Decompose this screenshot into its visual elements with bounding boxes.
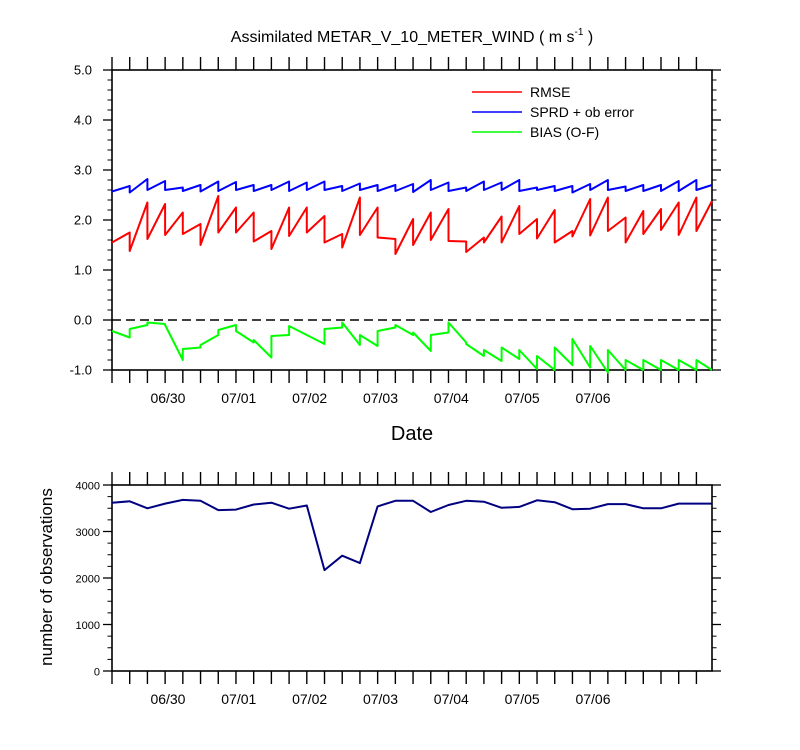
y-tick-label: 4.0	[74, 113, 92, 128]
y-tick-label: 1000	[76, 620, 100, 632]
x-tick-label: 07/05	[505, 691, 540, 707]
x-tick-label: 07/03	[363, 691, 398, 707]
top-chart-xlabel: Date	[391, 423, 433, 445]
x-tick-label: 06/30	[150, 691, 185, 707]
x-tick-label: 07/02	[292, 390, 327, 406]
y-tick-label: 2.0	[74, 213, 92, 228]
x-tick-label: 06/30	[150, 390, 185, 406]
x-tick-label: 07/06	[575, 691, 610, 707]
y-tick-label: 0.0	[74, 313, 92, 328]
x-tick-label: 07/04	[434, 691, 469, 707]
bottom-chart: 06/30 07/01 07/02 07/03 07/04 07/05 07/06 0 1000…	[37, 472, 721, 707]
x-tick-label: 07/01	[221, 691, 256, 707]
legend-label-sprd: SPRD + ob error	[530, 104, 634, 120]
plot-frame	[111, 484, 713, 672]
bottom-chart-plot-area: 06/30 07/01 07/02 07/03 07/04 07/05 07/06 0 1000…	[76, 472, 721, 707]
x-tick-label: 07/01	[221, 390, 256, 406]
x-tick-label: 07/03	[363, 390, 398, 406]
y-tick-label: 5.0	[74, 63, 92, 78]
x-tick-label: 07/05	[505, 390, 540, 406]
y-tick-label: 3.0	[74, 163, 92, 178]
top-chart-plot-area: 06/30 07/01 07/02 07/03 07/04 07/05 07/06 -1.0 0…	[70, 57, 721, 406]
y-tick-label: 0	[94, 667, 100, 679]
legend-label-bias: BIAS (O-F)	[530, 124, 599, 140]
series-line-observations-used	[111, 498, 712, 572]
series-line-rmse	[111, 195, 713, 255]
x-tick-label: 07/06	[575, 390, 610, 406]
bottom-chart-ylabel: number of observations	[37, 488, 56, 666]
top-chart: Assimilated METAR_V_10_METER_WIND ( m s-…	[70, 27, 721, 445]
legend-label-rmse: RMSE	[530, 84, 570, 100]
series-line-bias-o-f	[111, 321, 713, 374]
y-tick-label: 3000	[76, 527, 100, 539]
y-tick-label: -1.0	[70, 363, 92, 378]
x-tick-label: 07/04	[434, 390, 469, 406]
title-unit-superscript: -1	[575, 27, 584, 38]
legend: RMSE SPRD + ob error BIAS (O-F)	[472, 84, 634, 140]
y-tick-label: 4000	[76, 481, 100, 493]
y-tick-label: 1.0	[74, 263, 92, 278]
y-tick-label: 2000	[76, 574, 100, 586]
top-chart-title: Assimilated METAR_V_10_METER_WIND ( m s-…	[231, 27, 593, 46]
series-line-sprd-ob-error	[111, 178, 713, 194]
x-tick-label: 07/02	[292, 691, 327, 707]
